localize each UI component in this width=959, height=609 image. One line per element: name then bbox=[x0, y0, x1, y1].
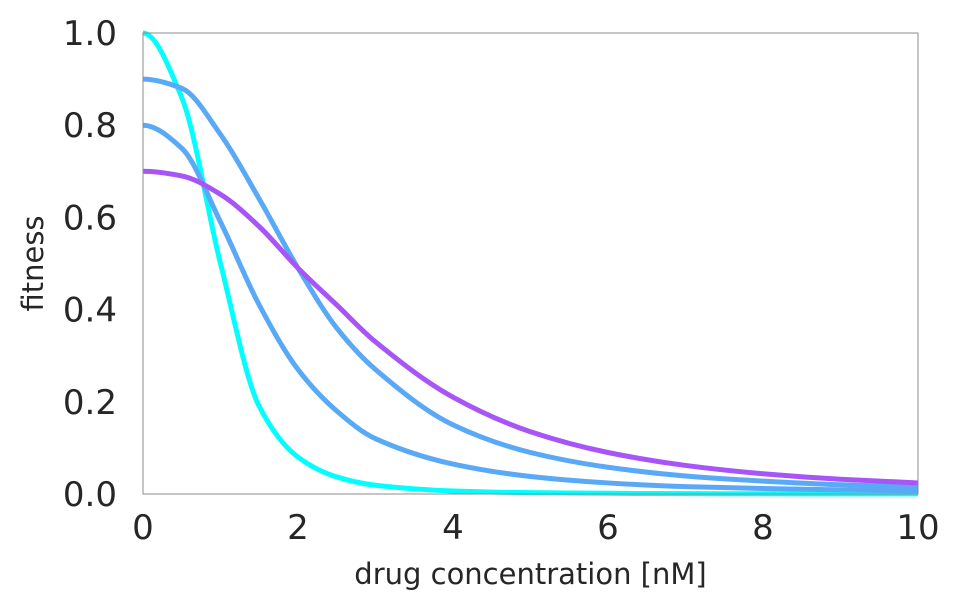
y-tick-label: 0.6 bbox=[63, 198, 117, 238]
y-tick-label: 0.4 bbox=[63, 291, 117, 331]
x-tick-label: 8 bbox=[752, 508, 774, 548]
series-line-1 bbox=[142, 30, 919, 497]
series-line-2 bbox=[142, 122, 919, 494]
y-tick-label: 0.2 bbox=[63, 383, 117, 423]
y-tick-label: 1.0 bbox=[63, 14, 117, 54]
series-line-4 bbox=[142, 168, 919, 486]
y-tick-label: 0.8 bbox=[63, 106, 117, 146]
y-tick-label: 0.0 bbox=[63, 475, 117, 515]
x-tick-labels: 0 2 4 6 8 10 bbox=[132, 508, 939, 548]
x-tick-label: 10 bbox=[896, 508, 939, 548]
x-tick-label: 0 bbox=[132, 508, 154, 548]
x-tick-label: 6 bbox=[597, 508, 619, 548]
y-tick-labels: 0.0 0.2 0.4 0.6 0.8 1.0 bbox=[63, 14, 117, 515]
plot-frame bbox=[142, 32, 919, 495]
y-axis-title: fitness bbox=[16, 215, 50, 311]
series-line-3 bbox=[142, 76, 919, 490]
x-tick-label: 2 bbox=[287, 508, 309, 548]
x-tick-label: 4 bbox=[442, 508, 464, 548]
series-layer bbox=[142, 30, 919, 497]
x-axis-title: drug concentration [nM] bbox=[354, 557, 706, 591]
